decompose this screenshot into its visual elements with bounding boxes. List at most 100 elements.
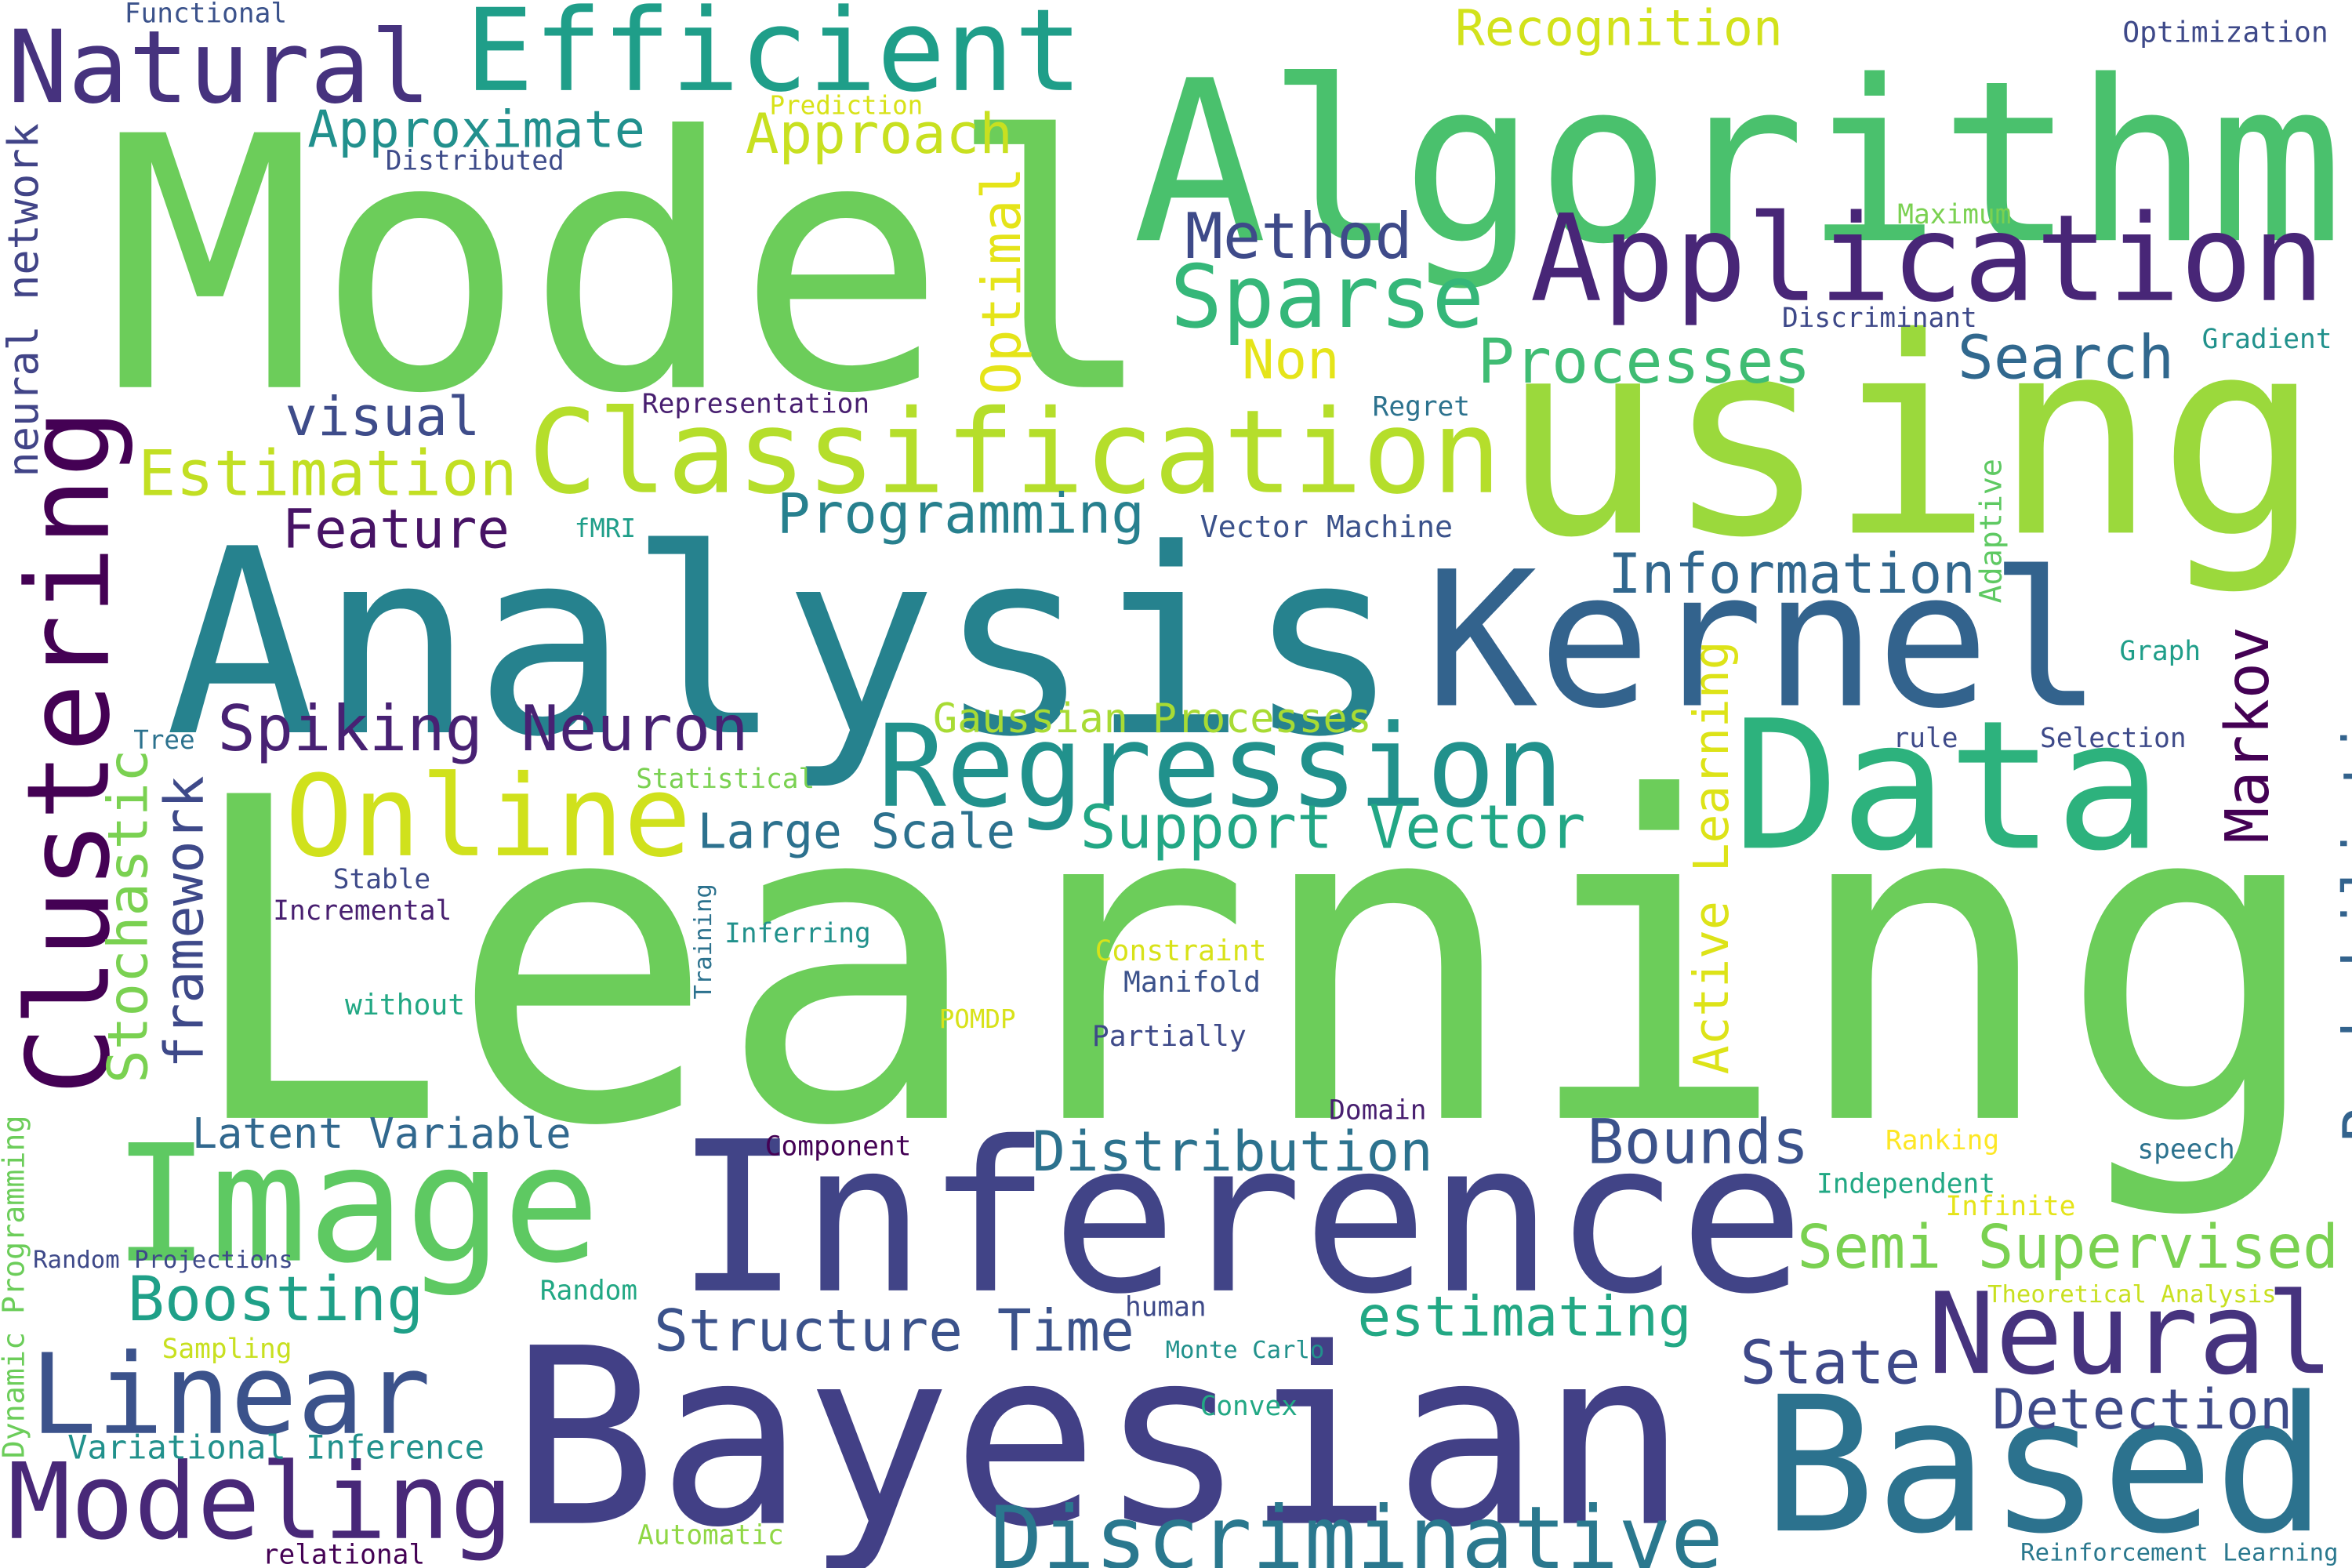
word: Application (1530, 190, 2325, 329)
word: Natural (8, 9, 431, 126)
word: State (1740, 1329, 1920, 1399)
word: Spiking Neuron (217, 691, 748, 765)
word: neural network (0, 123, 48, 477)
word: Functional (125, 0, 287, 30)
word: Information (1608, 541, 1976, 606)
word: Sparse (1170, 247, 1484, 348)
word: Discriminative (990, 1488, 1723, 1568)
word: Incremental (273, 895, 452, 927)
word: Semi Supervised (1797, 1213, 2339, 1283)
word: Optimal (971, 167, 1033, 394)
word: Optimization (2122, 16, 2328, 49)
word: Learning (180, 705, 2326, 1224)
word: Markov (2213, 626, 2283, 844)
word: Search (1958, 323, 2174, 393)
word: Approximate (307, 101, 645, 160)
word: Independent (1817, 1169, 1995, 1200)
word: Classification (528, 385, 1501, 520)
word: Bayesian (510, 1296, 1688, 1568)
word: Non (1242, 328, 1339, 391)
word: Modeling (8, 1441, 514, 1563)
word: Convex (1200, 1391, 1298, 1422)
word: Image (112, 1110, 600, 1299)
word: Kernel (1425, 532, 2103, 750)
word: Graph (2119, 636, 2201, 667)
word: Adaptive (1973, 459, 2009, 603)
word: Large Scale (698, 804, 1015, 859)
word: Approach (746, 101, 1013, 166)
word: Probabilistic (2331, 685, 2352, 1143)
word: Ranking (1886, 1125, 1999, 1156)
word: Statistical (636, 764, 815, 795)
word: Stable (333, 864, 430, 895)
word: Support Vector (1080, 793, 1586, 862)
word: Feature (282, 499, 510, 561)
word: Neural (1928, 1269, 2334, 1399)
word: relational (263, 1539, 425, 1568)
word: Inference (675, 1097, 1805, 1340)
word: Efficient (465, 0, 1083, 118)
word: Boosting (128, 1263, 424, 1335)
word: Latent Variable (192, 1109, 572, 1158)
word: Variational Inference (67, 1428, 485, 1466)
word: Theoretical Analysis (1987, 1281, 2277, 1308)
word: Partially (1092, 1019, 1247, 1053)
word: Reinforcement Learning (2020, 1539, 2338, 1566)
word: POMDP (939, 1004, 1016, 1034)
word: Monte Carlo (1166, 1337, 1325, 1364)
word: Tree (133, 725, 194, 755)
word: Inferring (724, 918, 871, 949)
word: Data (1733, 682, 2162, 890)
word: Estimation (138, 437, 517, 510)
word: Sampling (162, 1334, 292, 1365)
word: Domain (1329, 1095, 1426, 1127)
word: Representation (642, 388, 869, 419)
word: Active Learning (1684, 641, 1740, 1074)
word: Regression (877, 701, 1563, 833)
word: Constraint (1095, 934, 1267, 967)
word: fMRI (575, 514, 636, 543)
word: Random (540, 1275, 637, 1306)
word: Random Projections (33, 1247, 293, 1274)
word: Training (690, 884, 717, 999)
word: without (345, 988, 465, 1022)
word: Online (285, 751, 691, 882)
word: Linear (30, 1331, 430, 1460)
word: using (1500, 280, 2321, 597)
word: Component (765, 1131, 912, 1163)
word: Vector Machine (1200, 510, 1453, 545)
word: Structure Time (654, 1298, 1134, 1364)
word: Detection (1992, 1377, 2293, 1442)
word: Bounds (1587, 1105, 1809, 1178)
word: Regret (1373, 391, 1470, 423)
word: speech (2137, 1134, 2234, 1166)
word: Automatic (637, 1519, 784, 1551)
word: Distribution (1032, 1119, 1432, 1184)
word: Gaussian Processes (933, 695, 1372, 742)
word: framework (153, 775, 216, 1068)
word: Prediction (770, 90, 924, 120)
word: Based (1762, 1357, 2327, 1568)
word: Manifold (1123, 965, 1261, 999)
word: Stochastic (96, 750, 161, 1083)
word: Algorithm (1133, 33, 2344, 293)
word: Analysis (165, 495, 1400, 793)
word: Gradient (2202, 324, 2332, 355)
word: Method (1185, 199, 1412, 273)
word: Model (105, 64, 1157, 470)
word: visual (285, 386, 481, 448)
word: estimating (1358, 1283, 1692, 1348)
word: Recognition (1455, 0, 1783, 56)
word: Maximum (1897, 199, 2011, 230)
word: Programming (777, 481, 1145, 546)
word: human (1125, 1291, 1207, 1323)
word: Infinite (1946, 1191, 2076, 1222)
word: Distributed (386, 145, 564, 176)
word: Selection (2040, 723, 2187, 754)
word: Processes (1478, 325, 1811, 397)
word: rule (1893, 723, 1958, 754)
word: Discriminant (1782, 303, 1977, 334)
